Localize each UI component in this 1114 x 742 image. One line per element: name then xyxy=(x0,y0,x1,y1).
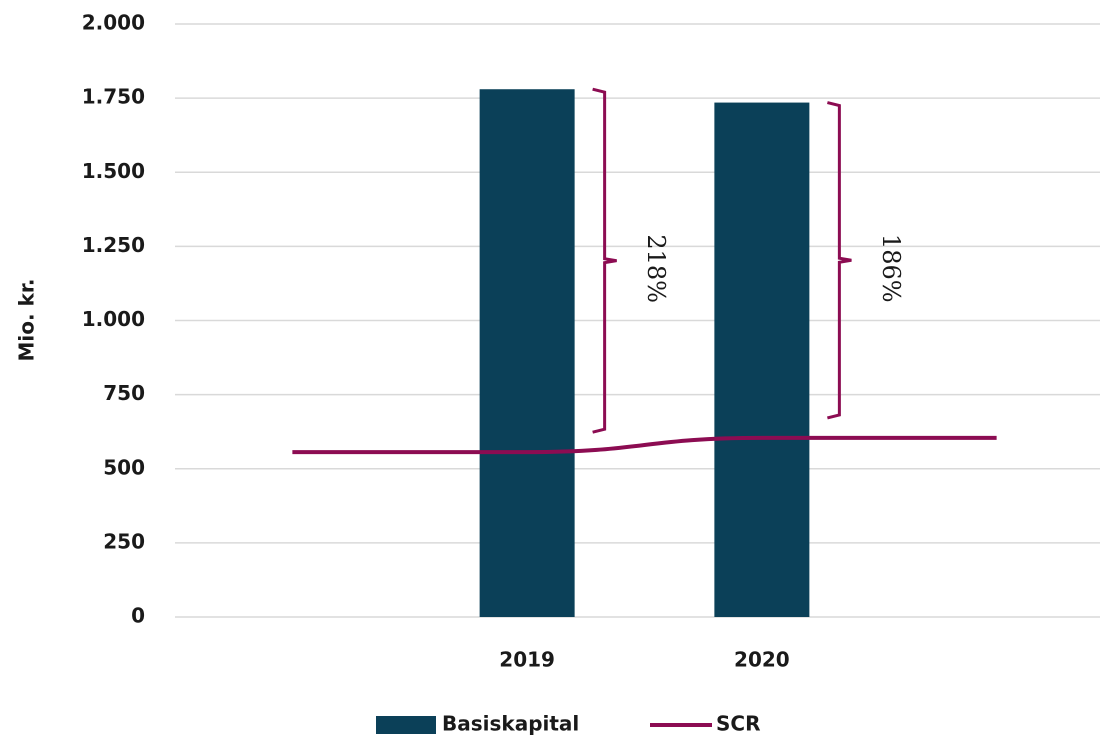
bar xyxy=(714,102,810,617)
y-tick-label: 500 xyxy=(103,455,145,479)
y-tick-label: 1.000 xyxy=(82,307,145,331)
y-tick-label: 0 xyxy=(131,604,145,628)
y-tick-label: 1.250 xyxy=(82,233,145,257)
x-tick-label: 2020 xyxy=(734,648,790,672)
legend-label: Basiskapital xyxy=(442,712,579,736)
y-axis-label: Mio. kr. xyxy=(15,279,39,362)
annotation: 218% xyxy=(642,234,670,303)
brace xyxy=(827,101,852,420)
legend-label: SCR xyxy=(716,712,760,736)
x-tick-label: 2019 xyxy=(499,648,555,672)
brace xyxy=(592,87,617,434)
bar xyxy=(479,89,575,618)
line xyxy=(292,435,997,455)
y-tick-label: 2.000 xyxy=(82,11,145,35)
legend-swatch xyxy=(376,716,436,734)
annotation: 186% xyxy=(877,234,905,303)
y-tick-label: 1.500 xyxy=(82,159,145,183)
y-tick-label: 750 xyxy=(103,381,145,405)
y-tick-label: 1.750 xyxy=(82,85,145,109)
y-tick-label: 250 xyxy=(103,529,145,553)
